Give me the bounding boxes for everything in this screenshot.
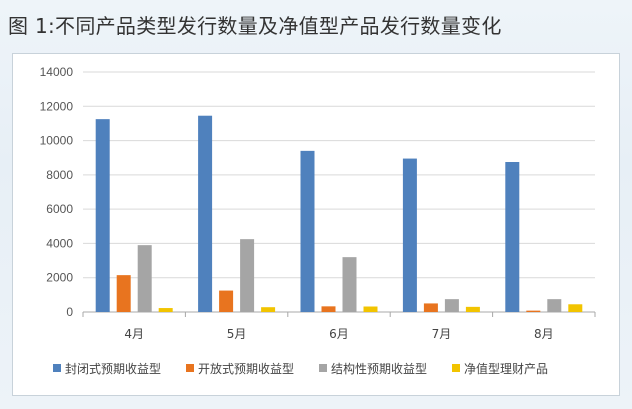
chart-frame: 0 2000 4000 6000 8000 10000 12000 14000 4月 5月 6月 7月… [12,53,620,396]
y-tick-label: 10000 [40,134,74,148]
bar [240,239,255,312]
bar [300,150,315,312]
legend-swatch [186,364,194,372]
bar [465,306,480,312]
x-tick-label: 6月 [329,327,349,341]
bar [505,162,520,312]
bar-chart: 0 2000 4000 6000 8000 10000 12000 14000 4月 5月 6月 7月… [40,65,596,376]
bar [423,303,438,312]
y-tick-label: 4000 [46,236,73,250]
y-tick-label: 6000 [46,202,73,216]
bar [444,299,459,312]
x-tick-label: 4月 [124,327,144,341]
bar [95,119,110,313]
bar [219,290,234,312]
legend-swatch [452,364,460,372]
bar [526,310,541,312]
bar [198,115,213,312]
legend-swatch [319,364,327,372]
bar [402,158,417,312]
bar [321,306,336,312]
bar [116,275,131,312]
y-tick-label: 12000 [40,99,74,113]
bar [547,299,562,312]
bar [342,257,357,312]
legend-swatch [53,364,61,372]
x-tick-label: 7月 [432,327,452,341]
bar [137,245,152,312]
legend-label: 结构性预期收益型 [331,361,427,376]
legend-label: 净值型理财产品 [464,361,548,376]
y-tick-label: 0 [66,305,73,319]
bar [158,308,173,312]
y-tick-label: 8000 [46,168,73,182]
bar [568,304,583,312]
figure-title: 图 1:不同产品类型发行数量及净值型产品发行数量变化 [8,14,502,38]
bar [261,307,276,312]
x-tick-label: 8月 [534,327,554,341]
y-tick-label: 2000 [46,271,73,285]
y-tick-label: 14000 [40,65,74,79]
legend-label: 开放式预期收益型 [198,361,294,376]
legend-label: 封闭式预期收益型 [65,362,161,376]
x-tick-label: 5月 [227,327,247,341]
bar [363,306,378,312]
